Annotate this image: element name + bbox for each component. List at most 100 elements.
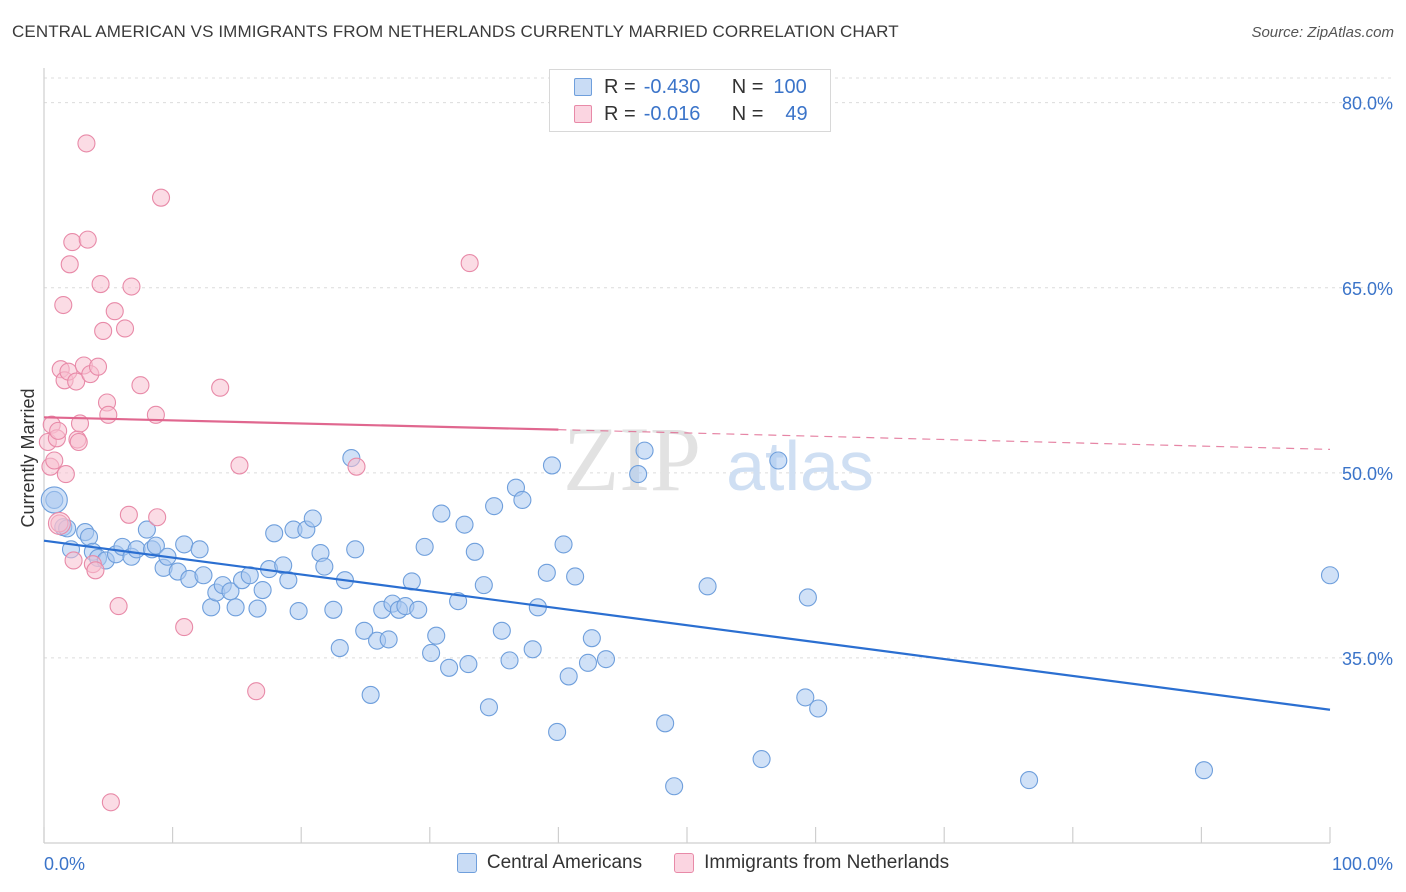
central-american-point bbox=[798, 588, 817, 607]
central-american-point bbox=[537, 563, 556, 582]
series-legend-label: Immigrants from Netherlands bbox=[704, 852, 950, 873]
netherlands-point bbox=[64, 551, 83, 570]
central-american-point bbox=[194, 566, 213, 585]
central-american-point bbox=[559, 667, 578, 686]
netherlands-point bbox=[94, 321, 113, 340]
legend-swatch-blue bbox=[574, 78, 592, 96]
central-american-point bbox=[79, 527, 99, 547]
central-american-point bbox=[427, 626, 446, 645]
legend-n-value: 100 bbox=[773, 75, 807, 98]
netherlands-point bbox=[101, 793, 120, 812]
series-swatch-blue bbox=[456, 853, 477, 873]
central-american-point bbox=[146, 536, 165, 555]
central-american-point bbox=[665, 777, 684, 796]
central-american-point bbox=[554, 535, 573, 554]
netherlands-point bbox=[148, 508, 167, 527]
central-american-point bbox=[248, 599, 267, 618]
central-american-point bbox=[459, 655, 478, 674]
watermark-atlas: atlas bbox=[726, 427, 874, 505]
central-american-point bbox=[796, 688, 815, 707]
tick-labels: 35.0% 50.0% 65.0% 80.0% 0.0% 100.0% bbox=[44, 94, 1393, 874]
netherlands-point bbox=[109, 597, 128, 616]
legend-r-label: R = bbox=[604, 75, 636, 98]
central-american-point bbox=[582, 629, 601, 648]
netherlands-point bbox=[63, 233, 82, 252]
central-american-point bbox=[492, 621, 511, 640]
central-american-point bbox=[465, 542, 484, 561]
watermark-zip: ZIP bbox=[563, 408, 701, 510]
central-american-point bbox=[1020, 771, 1039, 790]
legend-n-value: 49 bbox=[785, 102, 808, 125]
netherlands-point bbox=[247, 682, 266, 701]
netherlands-point bbox=[105, 302, 124, 321]
central-american-point bbox=[513, 490, 532, 510]
y-tick-label: 80.0% bbox=[1342, 94, 1393, 114]
netherlands-point bbox=[67, 372, 86, 391]
legend-n-label: N = bbox=[731, 102, 764, 125]
netherlands-point bbox=[460, 254, 479, 273]
central-american-point bbox=[303, 509, 322, 528]
central-american-point bbox=[474, 576, 493, 595]
central-american-point bbox=[578, 653, 598, 672]
central-american-point bbox=[455, 515, 474, 534]
netherlands-point bbox=[91, 275, 110, 294]
central-american-point bbox=[629, 465, 648, 484]
x-tick-label: 100.0% bbox=[1332, 854, 1393, 874]
series-swatch-pink bbox=[674, 853, 695, 873]
central-american-point bbox=[361, 685, 380, 704]
central-american-point bbox=[523, 640, 542, 659]
netherlands-point bbox=[77, 134, 96, 153]
netherlands-point bbox=[69, 432, 88, 452]
netherlands-point bbox=[211, 378, 230, 397]
central-american-point bbox=[432, 504, 451, 523]
netherlands-point bbox=[88, 357, 108, 376]
central-american-point bbox=[190, 540, 209, 559]
netherlands-point bbox=[131, 376, 150, 395]
central-american-point bbox=[279, 571, 298, 590]
netherlands-point-large bbox=[47, 511, 71, 535]
legend-r-value: -0.016 bbox=[643, 102, 701, 125]
y-axis-label: Currently Married bbox=[18, 388, 38, 527]
central-american-point bbox=[635, 441, 654, 460]
data-points bbox=[38, 134, 1340, 812]
central-american-point bbox=[379, 630, 398, 649]
central-american-point bbox=[355, 621, 374, 640]
netherlands-point bbox=[49, 421, 68, 440]
netherlands-point bbox=[60, 255, 79, 274]
central-american-point bbox=[415, 537, 434, 556]
legend-r-value: -0.430 bbox=[643, 75, 701, 98]
central-american-point bbox=[485, 497, 504, 516]
netherlands-point bbox=[119, 505, 138, 524]
netherlands-point bbox=[54, 295, 73, 315]
netherlands-point bbox=[230, 456, 249, 475]
central-american-point bbox=[324, 600, 343, 619]
legend-n-label: N = bbox=[731, 75, 764, 98]
central-american-point bbox=[265, 524, 284, 543]
central-american-point bbox=[769, 451, 788, 470]
series-legend-central-americans: Central Americans bbox=[456, 852, 643, 874]
series-legend-label: Central Americans bbox=[486, 852, 643, 873]
chart-title: CENTRAL AMERICAN VS IMMIGRANTS FROM NETH… bbox=[12, 22, 899, 41]
central-american-point bbox=[253, 581, 272, 600]
legend-row-central-americans: R = -0.430 N = 100 bbox=[574, 74, 807, 100]
netherlands-point bbox=[151, 188, 171, 207]
central-american-point bbox=[175, 535, 194, 554]
axes bbox=[43, 68, 1331, 844]
central-american-point bbox=[596, 650, 616, 669]
netherlands-point bbox=[78, 230, 97, 249]
central-american-point bbox=[440, 658, 459, 677]
netherlands-point bbox=[347, 457, 366, 476]
netherlands-point bbox=[175, 618, 194, 637]
central-american-point bbox=[698, 577, 717, 596]
x-tick-label: 0.0% bbox=[44, 854, 85, 874]
netherlands-trendline bbox=[43, 416, 559, 431]
central-american-point bbox=[289, 601, 308, 621]
central-american-point-large bbox=[40, 486, 68, 514]
netherlands-point bbox=[86, 561, 105, 580]
legend-r-label: R = bbox=[604, 102, 636, 125]
central-american-point bbox=[479, 698, 499, 717]
netherlands-point bbox=[45, 451, 64, 470]
central-american-point bbox=[656, 714, 675, 733]
central-american-point bbox=[542, 456, 562, 475]
